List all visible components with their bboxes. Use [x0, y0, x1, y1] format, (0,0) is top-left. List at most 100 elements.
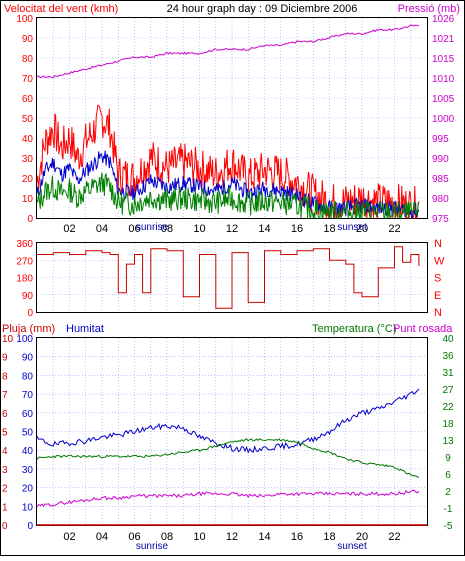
pressure-tick-label: 975	[432, 214, 449, 225]
humidity-tick-label: 70	[22, 390, 34, 401]
wind-tick-label: 40	[22, 134, 34, 145]
wind-tick-label: 0	[27, 214, 33, 225]
panel1-grid	[37, 18, 427, 218]
rain-tick-label: 8	[2, 371, 8, 382]
rain-tick-label: 3	[2, 465, 8, 476]
panel1-y-right-labels: 975 980 985 990 995 1000 1005 1010 1015 1021 1026	[432, 14, 455, 225]
hour-tick-label: 02	[63, 223, 75, 235]
temperature-tick-label: 13	[442, 436, 454, 447]
temperature-tick-label: 36	[442, 351, 454, 362]
compass-label: S	[434, 273, 441, 285]
hour-tick-label: 08	[161, 531, 173, 543]
humidity-tick-label: 50	[22, 428, 34, 439]
rain-tick-label: 10	[2, 334, 14, 345]
rain-tick-label: 4	[2, 446, 8, 457]
direction-tick-label: 270	[16, 256, 33, 267]
wind-tick-label: 100	[16, 14, 33, 25]
dewpoint-line	[36, 489, 420, 508]
temperature-tick-label: 2	[445, 487, 451, 498]
humidity-tick-label: 80	[22, 371, 34, 382]
rain-tick-label: 1	[2, 502, 8, 513]
humidity-title: Humitat	[66, 323, 104, 335]
temperature-tick-label: 31	[442, 368, 454, 379]
pressure-title: Pressió (mb)	[398, 3, 460, 15]
humidity-tick-label: 30	[22, 465, 34, 476]
temperature-tick-label: 18	[442, 419, 454, 430]
temperature-title: Temperatura (°C)	[312, 323, 396, 335]
temperature-tick-label: 9	[445, 453, 451, 464]
panel1-x-labels: 02 04 06 08 10 12 14 16 18 20 22	[63, 223, 400, 235]
rain-tick-label: 5	[2, 428, 8, 439]
rain-tick-label: 2	[2, 484, 8, 495]
hour-tick-label: 22	[388, 223, 400, 235]
panel3-grid	[37, 338, 427, 525]
direction-tick-label: 180	[16, 274, 33, 285]
wind-tick-label: 10	[22, 194, 34, 205]
hour-tick-label: 16	[291, 531, 303, 543]
panel3-sunset-label: sunset	[337, 541, 367, 552]
hour-tick-label: 18	[323, 531, 335, 543]
wind-tick-label: 30	[22, 154, 34, 165]
compass-label: E	[434, 290, 441, 302]
humidity-tick-label: 90	[22, 353, 34, 364]
pressure-tick-label: 1026	[432, 14, 455, 25]
hour-tick-label: 14	[258, 223, 270, 235]
hour-tick-label: 18	[323, 223, 335, 235]
humidity-line	[36, 388, 420, 454]
humidity-tick-label: 100	[16, 334, 33, 345]
wind-tick-label: 50	[22, 114, 34, 125]
panel3-series	[36, 388, 427, 526]
rain-title: Pluja (mm)	[2, 323, 55, 335]
direction-tick-label: 0	[27, 308, 33, 319]
wind-tick-label: 60	[22, 94, 34, 105]
hour-tick-label: 10	[193, 223, 205, 235]
humidity-tick-label: 60	[22, 409, 34, 420]
wind-direction-line	[37, 246, 420, 309]
panel1-series	[36, 24, 420, 220]
humidity-tick-label: 20	[22, 484, 34, 495]
temperature-tick-label: 27	[442, 385, 454, 396]
rain-tick-label: 6	[2, 409, 8, 420]
wind-tick-label: 90	[22, 34, 34, 45]
temperature-tick-label: -5	[444, 521, 453, 532]
rain-tick-label: 9	[2, 353, 8, 364]
wind-avg-line	[36, 150, 420, 219]
rain-tick-label: 0	[2, 521, 8, 532]
hour-tick-label: 20	[356, 223, 368, 235]
temperature-tick-label: 40	[442, 334, 454, 345]
pressure-tick-label: 990	[432, 154, 449, 165]
pressure-tick-label: 1015	[432, 54, 455, 65]
hour-tick-label: 14	[258, 531, 270, 543]
compass-label: N	[434, 307, 442, 319]
wind-speed-title: Velocitat del vent (kmh)	[4, 3, 118, 15]
dewpoint-title: Punt rosada	[393, 323, 453, 335]
panel1-sunset-label: sunset	[337, 222, 367, 233]
temperature-tick-label: -1	[444, 504, 453, 515]
pressure-tick-label: 1005	[432, 94, 455, 105]
pressure-tick-label: 985	[432, 174, 449, 185]
direction-tick-label: 360	[16, 239, 33, 250]
humidity-tick-label: 10	[22, 502, 34, 513]
humidity-tick-label: 40	[22, 446, 34, 457]
wind-tick-label: 80	[22, 54, 34, 65]
wind-tick-label: 70	[22, 74, 34, 85]
hour-tick-label: 10	[193, 531, 205, 543]
panel3-y-right-labels: -5 -1 2 6 9 13 18 22 27 31 36 40	[442, 334, 454, 532]
pressure-tick-label: 1000	[432, 114, 455, 125]
panel2-series	[37, 246, 420, 309]
panel2-frame	[36, 242, 428, 313]
hour-tick-label: 04	[96, 531, 108, 543]
graph-title: 24 hour graph day : 09 Diciembre 2006	[167, 3, 358, 15]
pressure-tick-label: 1010	[432, 74, 455, 85]
hour-tick-label: 20	[356, 531, 368, 543]
hour-tick-label: 16	[291, 223, 303, 235]
hour-tick-label: 08	[161, 223, 173, 235]
pressure-tick-label: 980	[432, 194, 449, 205]
pressure-line	[36, 24, 420, 79]
wind-min-line	[36, 172, 420, 220]
temperature-tick-label: 22	[442, 402, 454, 413]
panel1-frame	[36, 17, 428, 219]
hour-tick-label: 22	[388, 531, 400, 543]
hour-tick-label: 06	[128, 531, 140, 543]
